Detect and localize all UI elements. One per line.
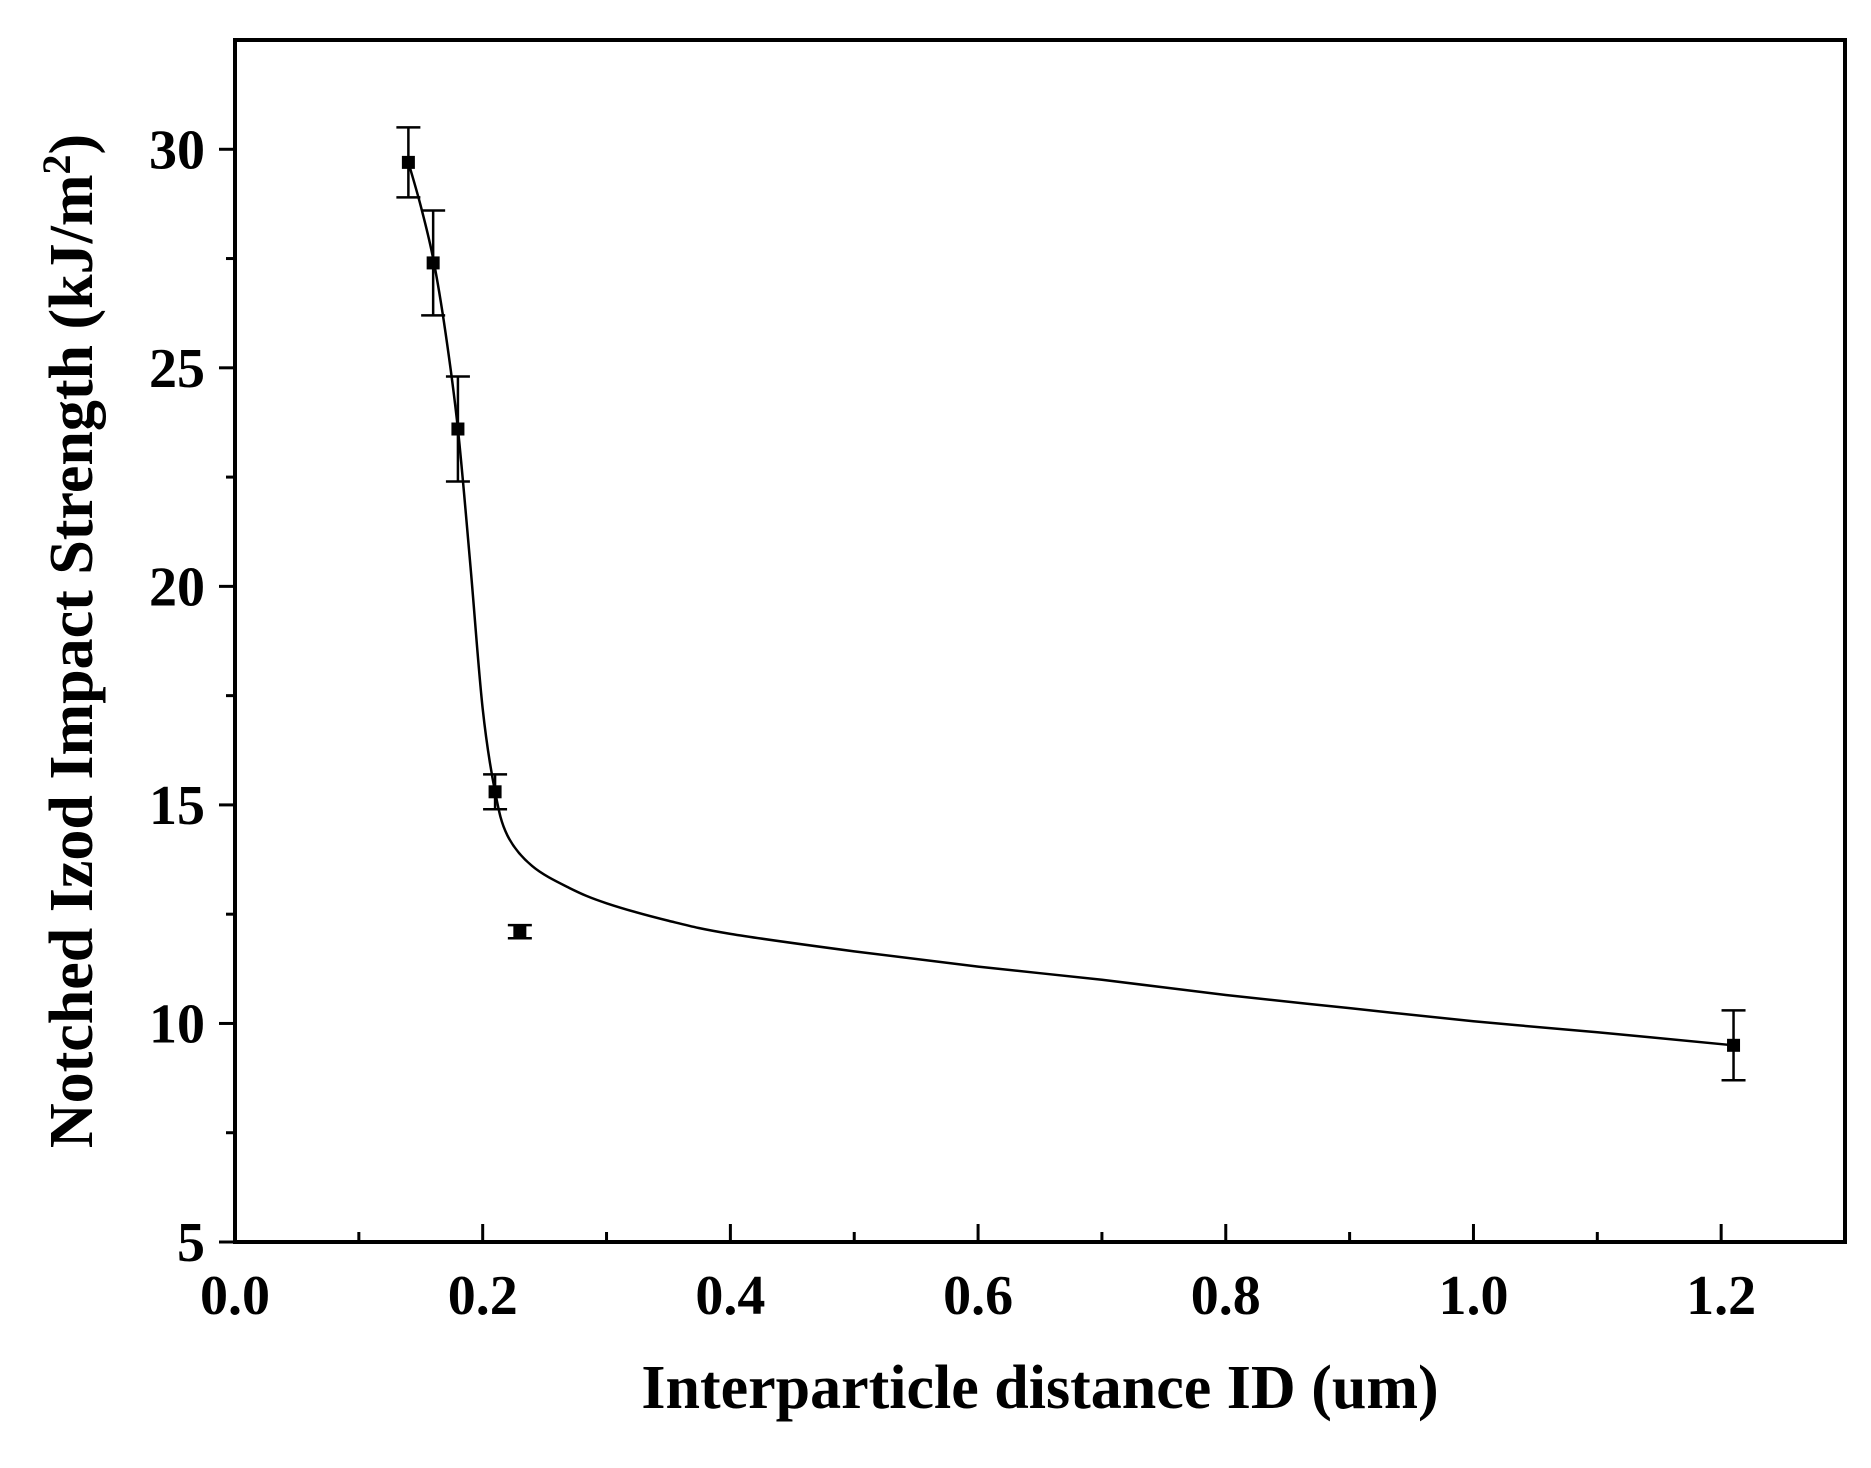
point-marker (451, 422, 465, 436)
point-marker (401, 155, 415, 169)
data-point (483, 773, 508, 811)
x-tick-label: 1.2 (1686, 1265, 1756, 1327)
fit-curve (407, 162, 1734, 1047)
x-tick-label: 0.2 (448, 1265, 518, 1327)
y-tick-label: 10 (149, 993, 205, 1055)
data-point (396, 126, 421, 199)
x-tick-label: 0.0 (200, 1265, 270, 1327)
tick-labels: 0.0 0.2 0.4 0.6 0.8 1.0 1.2 5 10 15 20 25 30 (149, 119, 1756, 1327)
data-point (507, 923, 532, 940)
point-marker (426, 256, 440, 270)
axis-ticks (219, 147, 1723, 1244)
y-axis-title-main: Notched Izod Impact Strength (kJ/m (38, 175, 106, 1149)
point-marker (1727, 1038, 1741, 1052)
x-tick-label: 1.0 (1438, 1265, 1508, 1327)
y-axis-title-superscript: 2 (34, 155, 79, 175)
y-tick-label: 30 (149, 119, 205, 181)
data-point (421, 209, 446, 317)
x-tick-label: 0.4 (695, 1265, 765, 1327)
x-tick-label: 0.6 (943, 1265, 1013, 1327)
x-axis-title: Interparticle distance ID (um) (641, 1354, 1438, 1422)
y-tick-label: 15 (149, 775, 205, 837)
point-marker (488, 785, 502, 799)
fit-curve-layer (407, 162, 1734, 1047)
y-tick-label: 25 (149, 338, 205, 400)
plot-frame (233, 38, 1847, 1244)
point-marker (513, 925, 527, 939)
y-tick-label: 20 (149, 556, 205, 618)
y-axis-title: Notched Izod Impact Strength (kJ/m2) (34, 134, 106, 1148)
y-axis-title-end: ) (38, 134, 106, 155)
x-tick-label: 0.8 (1191, 1265, 1261, 1327)
y-tick-label: 5 (177, 1212, 205, 1274)
data-points-layer (396, 126, 1746, 1082)
data-point (1721, 1009, 1746, 1082)
data-point (445, 375, 470, 483)
